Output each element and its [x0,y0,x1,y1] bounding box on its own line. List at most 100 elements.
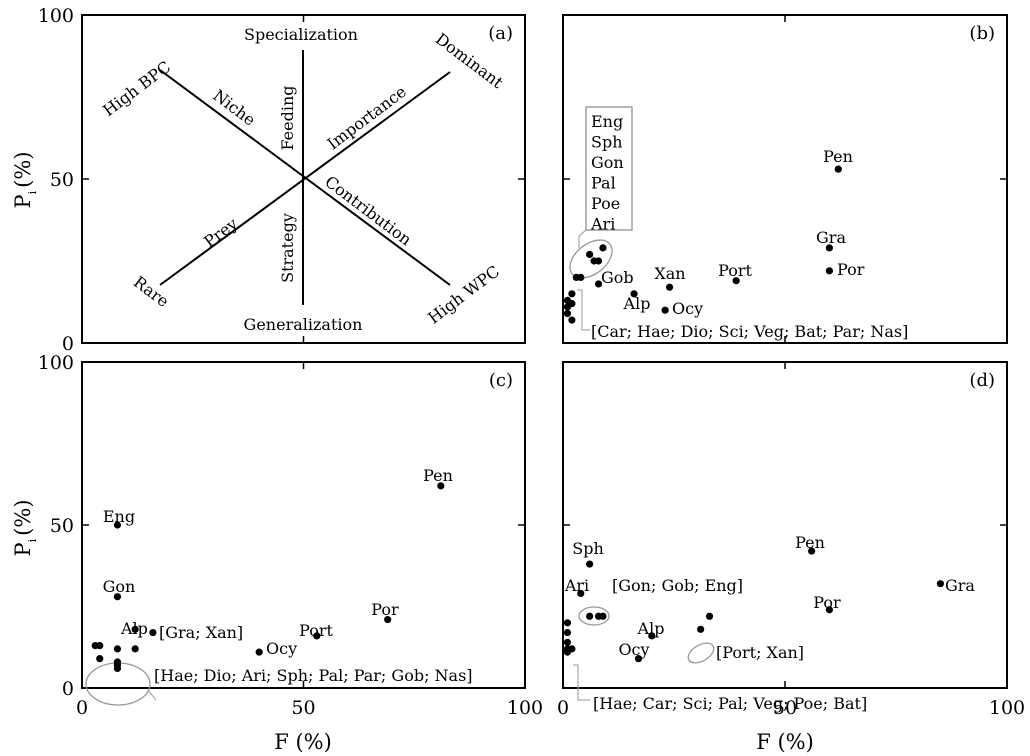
data-point [594,280,603,288]
point-label: Alp [637,619,665,638]
term-bottom-left: Rare [130,272,173,311]
term-axis-lower-right: Contribution [321,172,415,249]
point-label: Sph [572,539,604,558]
point-label: Gra [945,576,975,595]
data-point [825,606,834,614]
x-tick-label: 100 [989,697,1025,719]
data-point [648,632,656,640]
point-label: Port [299,621,333,640]
panel-label: (c) [489,370,513,391]
data-point [96,655,104,663]
data-point [568,645,576,653]
y-axis-title-bottom: Pi(%) [11,499,39,556]
point-label: Ocy [618,640,649,659]
y-tick-label: 0 [62,678,74,700]
data-point [313,632,321,640]
cluster-bracket-box [585,106,633,231]
term-top-left: High BPC [99,57,174,120]
data-point [113,645,122,653]
term-axis-lower-left: Prey [200,214,241,251]
point-label: Gra [816,228,846,247]
stacked-group-label: Ari [590,215,615,234]
point-label: Alp [120,619,148,638]
data-point [563,309,572,318]
data-point [697,625,705,633]
group-label-port-xan: [Port; Xan] [716,643,804,662]
point-label: Por [837,260,865,279]
data-point [563,619,572,627]
data-point [113,521,122,529]
y-tick-label: 50 [50,515,74,537]
cluster-ellipse [578,606,610,626]
data-point [936,580,945,588]
y-axis-title-top: Pi(%) [11,151,39,208]
term-bottom: Generalization [244,315,363,334]
point-label: Pen [823,147,853,166]
point-label: Port [718,261,752,280]
data-point [149,628,157,637]
data-point [594,257,603,265]
data-point [563,638,572,646]
panel-label: (d) [969,370,995,391]
y-tick-label: 50 [50,169,74,191]
data-point [732,277,740,285]
x-axis-title-left: F (%) [274,730,332,754]
data-point [834,165,842,173]
data-point [568,290,576,298]
term-vertical-upper: Feeding [278,85,297,150]
stacked-group-label: Sph [591,133,623,152]
point-label: Gob [601,268,634,287]
stacked-group-label: Gon [591,153,624,172]
data-point [825,244,834,252]
cluster-connector [147,689,157,701]
data-point [568,300,576,308]
data-point [568,316,576,324]
data-point [599,244,607,252]
panel-label: (a) [488,23,513,44]
panel-label: (b) [969,23,995,44]
panel-a: 0 50 100 (a) Specialization Generalization Hig… [38,5,526,355]
point-label: Ocy [266,639,297,658]
data-point [586,612,594,620]
data-point [661,306,669,314]
data-point [705,612,714,620]
y-tick-label: 100 [38,352,74,374]
bracket-connector [578,229,587,248]
point-label: Ari [564,576,589,595]
cluster-ellipse [569,239,613,279]
data-point [808,547,816,555]
y-tick-label: 100 [38,5,74,27]
group-label-gra-xan: [Gra; Xan] [159,623,243,642]
point-label: Pen [423,466,453,485]
x-tick-label: 0 [557,697,569,719]
data-point [599,612,607,620]
point-label: Eng [103,507,135,526]
point-label: Pen [795,533,825,552]
data-point [96,642,104,650]
svg-text:Pi(%): Pi(%) [11,151,39,208]
point-label: Gon [103,577,136,596]
group-label-cluster: [Hae; Dio; Ari; Sph; Pal; Par; Gob; Nas] [154,666,473,685]
point-label: Por [813,593,841,612]
x-tick-label: 0 [76,697,88,719]
term-vertical-lower: Strategy [278,213,297,283]
data-point [586,250,594,259]
data-point [825,267,834,275]
data-point [572,273,580,281]
bottom-cluster-bracket [577,289,590,331]
group-label-gon-gob-eng: [Gon; Gob; Eng] [612,576,743,595]
term-bottom-right: High WPC [424,262,503,328]
x-tick-label: 100 [507,697,543,719]
data-point [113,593,122,601]
point-label: Xan [654,264,685,283]
point-label: Alp [623,294,651,313]
data-point [131,645,139,653]
x-axis-title-right: F (%) [756,730,814,754]
stacked-group-label: Pal [591,174,616,193]
stacked-group-label: Poe [591,194,620,213]
data-point [634,655,643,663]
svg-text:Pi(%): Pi(%) [11,499,39,556]
cluster-ellipse [687,642,715,664]
